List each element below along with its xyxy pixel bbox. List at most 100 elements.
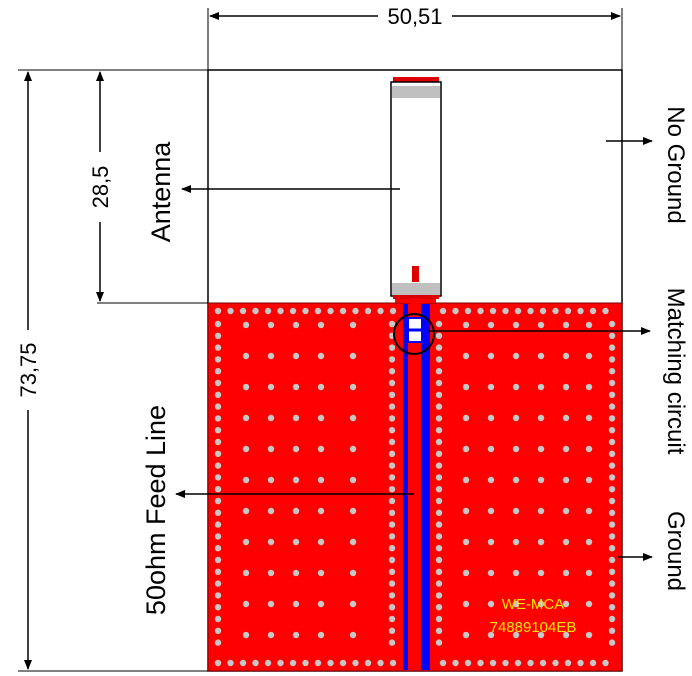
- via-dot: [327, 659, 334, 667]
- feed-line-ground-right: [421, 304, 430, 670]
- via-dot: [214, 486, 222, 493]
- via-dot: [537, 631, 545, 639]
- via-dot: [585, 538, 593, 546]
- via-dot: [435, 497, 443, 505]
- via-dot: [539, 307, 547, 315]
- via-dot: [388, 533, 396, 540]
- via-dot: [439, 659, 447, 667]
- via-dot: [487, 414, 495, 422]
- via-dot: [314, 659, 322, 667]
- via-dot: [252, 307, 259, 315]
- via-dot: [214, 592, 222, 599]
- via-dot: [512, 476, 520, 484]
- via-dot: [589, 659, 597, 667]
- via-dot: [317, 600, 325, 608]
- via-dot: [242, 507, 250, 515]
- via-dot: [512, 538, 520, 546]
- via-dot: [214, 391, 222, 398]
- via-dot: [512, 445, 520, 453]
- via-dot: [462, 476, 470, 484]
- via-dot: [242, 414, 250, 422]
- via-dot: [214, 568, 222, 575]
- via-dot: [388, 615, 396, 623]
- via-dot: [462, 569, 470, 577]
- via-dot: [608, 521, 616, 528]
- via-dot: [435, 403, 443, 410]
- via-dot: [487, 445, 495, 453]
- via-dot: [585, 631, 593, 639]
- via-dot: [512, 352, 520, 360]
- via-dot: [585, 414, 593, 422]
- via-dot: [292, 507, 300, 515]
- via-dot: [435, 592, 443, 599]
- via-dot: [439, 307, 447, 315]
- via-dot: [214, 604, 222, 611]
- via-dot: [489, 659, 497, 667]
- via-dot: [214, 474, 222, 481]
- via-dot: [388, 639, 396, 646]
- via-dot: [462, 414, 470, 422]
- via-dot: [435, 604, 443, 611]
- via-dot: [435, 627, 443, 634]
- via-dot: [602, 307, 609, 315]
- via-dot: [608, 533, 616, 540]
- via-dot: [388, 438, 396, 446]
- via-dot: [267, 321, 275, 329]
- ground-label: Ground: [662, 511, 689, 591]
- matching-pad: [395, 298, 436, 303]
- via-dot: [302, 307, 309, 315]
- via-dot: [435, 568, 443, 575]
- via-dot: [537, 538, 545, 546]
- via-dot: [585, 569, 593, 577]
- via-dot: [389, 659, 397, 667]
- via-dot: [388, 627, 396, 634]
- via-dot: [388, 592, 396, 599]
- via-dot: [585, 476, 593, 484]
- via-dot: [608, 438, 616, 446]
- via-dot: [388, 545, 396, 552]
- via-dot: [242, 352, 250, 360]
- via-dot: [435, 486, 443, 493]
- via-dot: [388, 344, 396, 351]
- via-dot: [608, 604, 616, 611]
- via-dot: [585, 383, 593, 391]
- antenna-label: Antenna: [146, 141, 176, 243]
- via-dot: [562, 507, 570, 515]
- via-dot: [388, 320, 396, 328]
- via-dot: [608, 580, 616, 587]
- via-dot: [562, 321, 570, 329]
- via-dot: [539, 659, 547, 667]
- via-dot: [317, 538, 325, 546]
- via-dot: [267, 631, 275, 639]
- via-dot: [388, 556, 396, 564]
- via-dot: [214, 438, 222, 446]
- via-dot: [214, 403, 222, 410]
- via-dot: [267, 352, 275, 360]
- via-dot: [214, 533, 222, 540]
- via-dot: [214, 356, 222, 363]
- via-dot: [388, 497, 396, 505]
- via-dot: [292, 600, 300, 608]
- via-dot: [349, 383, 357, 391]
- via-dot: [214, 320, 222, 328]
- via-dot: [242, 631, 250, 639]
- via-dot: [502, 307, 509, 315]
- via-dot: [435, 533, 443, 540]
- via-dot: [388, 509, 396, 516]
- via-dot: [242, 476, 250, 484]
- via-dot: [377, 659, 384, 667]
- via-dot: [435, 521, 443, 528]
- via-dot: [388, 391, 396, 398]
- via-dot: [537, 569, 545, 577]
- via-dot: [562, 352, 570, 360]
- via-dot: [487, 507, 495, 515]
- via-dot: [214, 332, 222, 339]
- via-dot: [214, 307, 222, 315]
- via-dot: [462, 445, 470, 453]
- via-dot: [435, 438, 443, 446]
- via-dot: [349, 414, 357, 422]
- via-dot: [477, 307, 484, 315]
- via-dot: [388, 521, 396, 528]
- via-dot: [292, 383, 300, 391]
